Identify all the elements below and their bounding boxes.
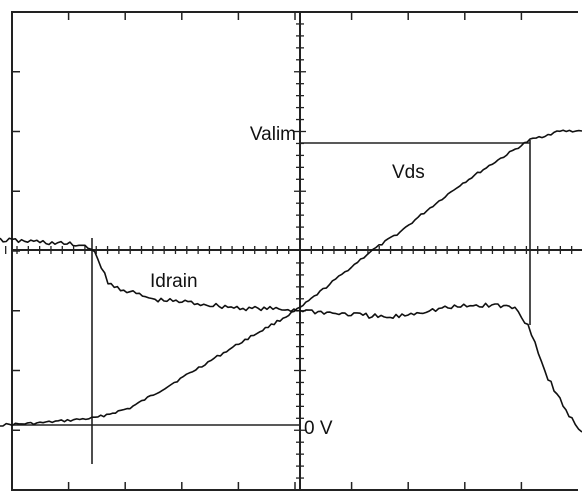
traces [0, 129, 582, 433]
idrain-trace [0, 237, 582, 433]
vds-label: Vds [392, 162, 425, 183]
vds-trace [0, 129, 582, 427]
zero-volt-label: 0 V [304, 418, 333, 439]
graticule-axes [5, 12, 582, 491]
cursor-lines [12, 140, 531, 464]
valim-label: Valim [250, 124, 296, 145]
idrain-label: Idrain [150, 271, 198, 292]
